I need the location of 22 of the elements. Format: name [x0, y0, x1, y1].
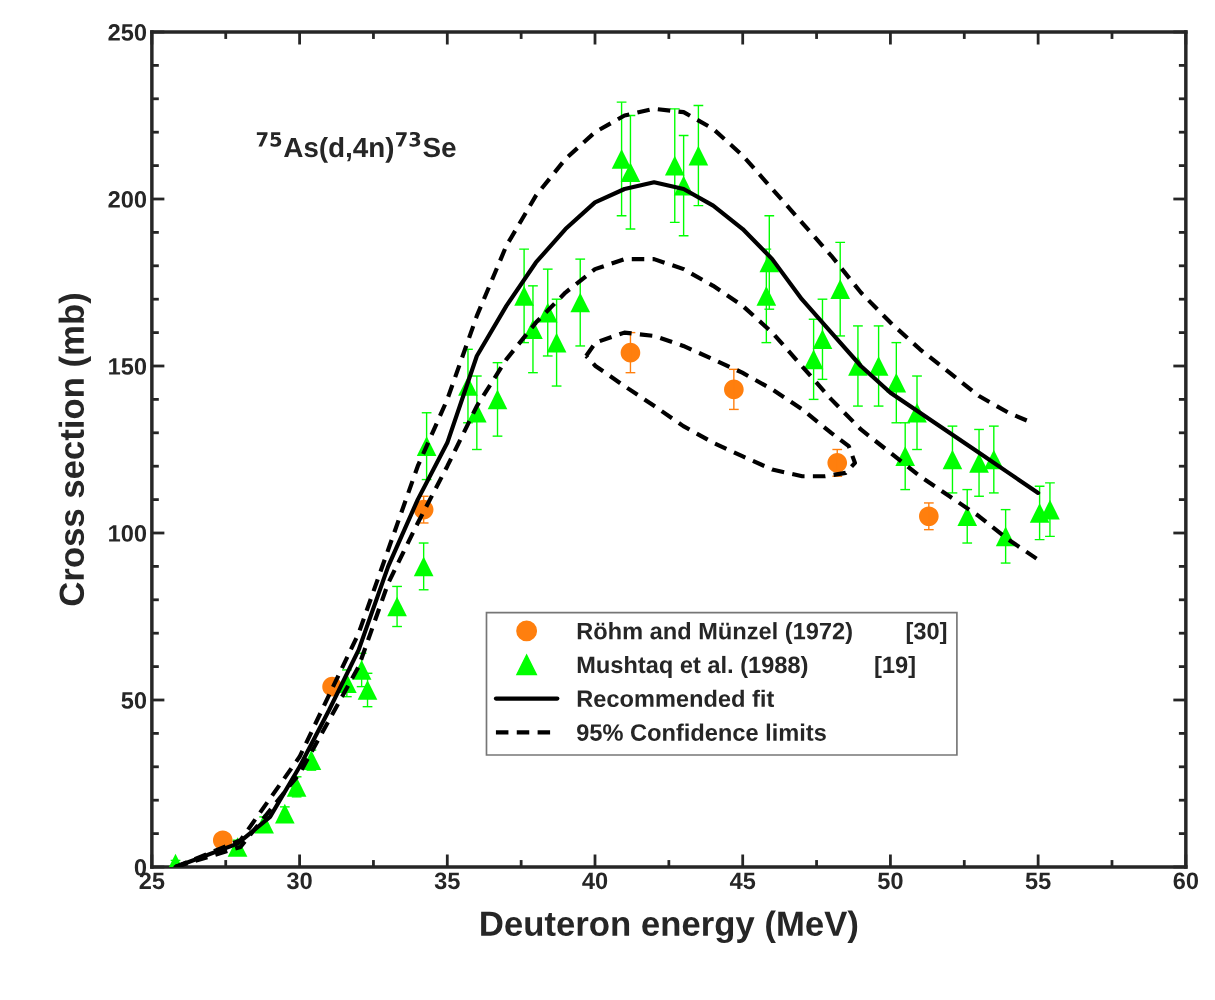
x-tick-label: 45 — [729, 872, 756, 890]
y-tick-label: 50 — [121, 692, 147, 709]
x-tick-label: 35 — [434, 872, 460, 890]
x-tick-label: 40 — [582, 872, 608, 890]
y-tick-label: 200 — [108, 191, 147, 208]
annotation: $^{75}$As(d,4n)$^{73}$Se — [256, 131, 456, 163]
point — [357, 680, 378, 700]
y-tick-label: 250 — [108, 24, 147, 41]
point — [827, 453, 848, 473]
legend-label: 95% Confidence limits — [577, 723, 826, 741]
point — [620, 342, 641, 363]
y-tick-label: 100 — [109, 525, 147, 542]
legend-label: Mushtaq et al. (1988) [19] — [577, 655, 915, 678]
x-tick-label: 60 — [1173, 872, 1198, 890]
x-tick-label: 55 — [1025, 872, 1051, 890]
y-tick-label: 150 — [109, 358, 147, 375]
x-tick-label: 50 — [878, 872, 903, 890]
x-axis-title: Deuteron energy (MeV) — [481, 910, 858, 944]
x-tick-label: 30 — [287, 872, 312, 890]
y-axis-title: Cross section (mb) — [58, 293, 91, 606]
legend-label: Röhm and Münzel (1972) [30] — [577, 622, 947, 645]
legend-label: Recommended fit — [577, 689, 775, 708]
